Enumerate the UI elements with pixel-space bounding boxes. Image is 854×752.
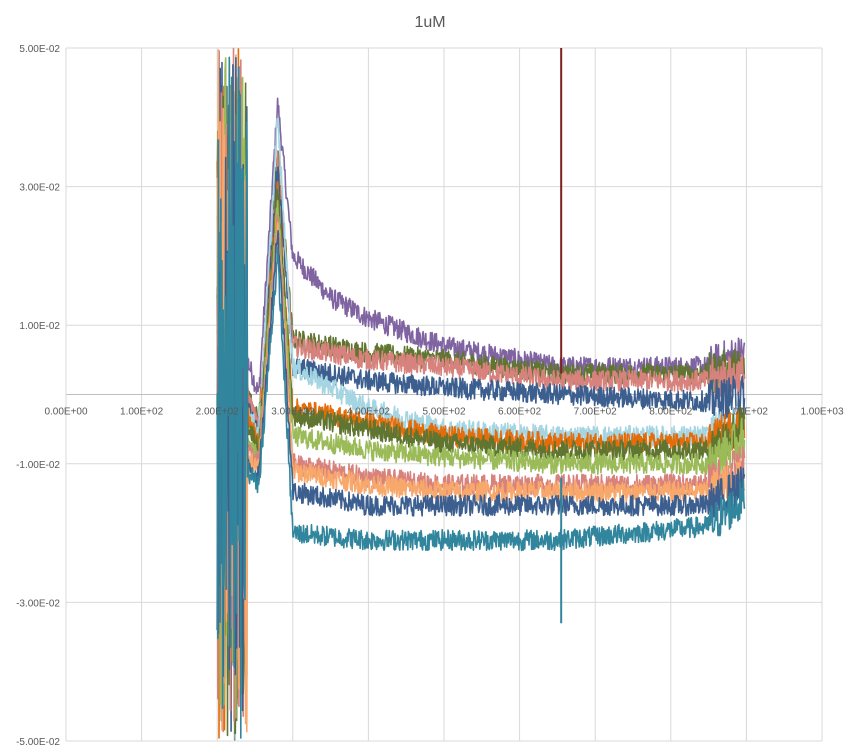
y-tick-label: -5.00E-02 — [16, 737, 60, 748]
y-tick-label: 3.00E-02 — [19, 183, 60, 194]
x-tick-label: 5.00E+02 — [422, 407, 466, 418]
x-tick-label: 9.00E+02 — [725, 407, 769, 418]
x-tick-label: 6.00E+02 — [498, 407, 542, 418]
y-tick-label: -1.00E-02 — [16, 460, 60, 471]
x-tick-label: 1.00E+02 — [120, 407, 164, 418]
series-line-salmon-upper — [216, 115, 746, 733]
series-line-light-green — [216, 57, 746, 719]
x-tick-label: 0.00E+00 — [44, 407, 88, 418]
y-tick-label: -3.00E-02 — [16, 598, 60, 609]
series-line-blue-lower — [216, 57, 746, 712]
axes: 5.00E-02 3.00E-02 1.00E-02 -1.00E-02 -3.00E-… — [16, 44, 844, 748]
series-line-blue-upper — [216, 61, 746, 732]
x-tick-label: 2.00E+02 — [196, 407, 240, 418]
series-line-salmon-lower — [216, 47, 746, 722]
series-group — [216, 47, 746, 741]
series-line-peach — [216, 49, 746, 733]
series-line-teal — [216, 56, 746, 739]
series-line-purple — [216, 50, 746, 678]
chart-title: 1uM — [414, 14, 445, 31]
x-tick-label: 7.00E+02 — [574, 407, 618, 418]
x-tick-label: 4.00E+02 — [347, 407, 391, 418]
x-tick-label: 8.00E+02 — [649, 407, 693, 418]
y-tick-label: 5.00E-02 — [19, 44, 60, 55]
x-tick-label: 3.00E+02 — [271, 407, 315, 418]
y-tick-label: 1.00E-02 — [19, 321, 60, 332]
x-tick-label: 1.00E+03 — [800, 407, 844, 418]
